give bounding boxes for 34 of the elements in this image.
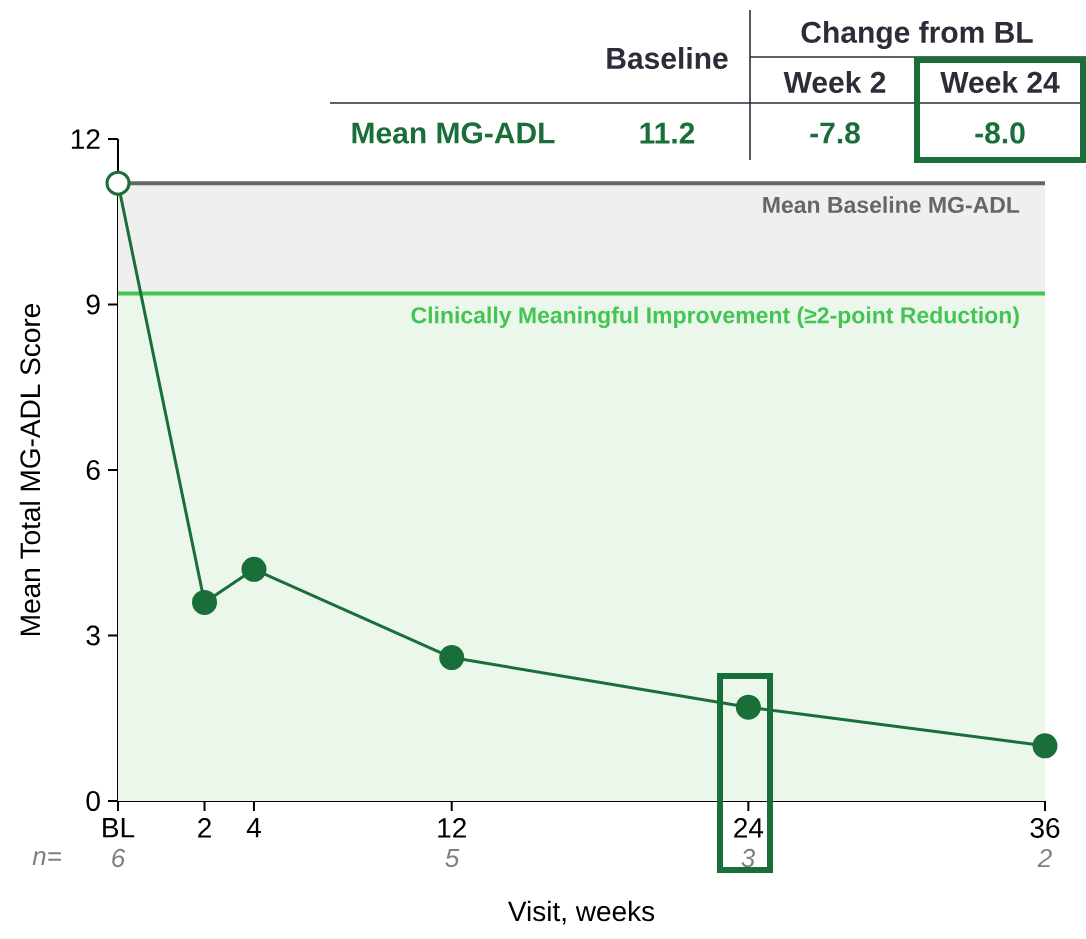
y-tick-label: 9 (86, 294, 100, 315)
x-tick-label: 4 (246, 818, 261, 838)
point (192, 589, 218, 615)
annotation: -7.8 (810, 122, 860, 144)
x-tick-label: 24 (734, 818, 764, 838)
x-axis-title: Visit, weeks (507, 900, 655, 925)
x-tick-label: BL (103, 818, 135, 838)
annotation: 11.2 (640, 122, 695, 144)
x-tick-label: 12 (438, 818, 466, 838)
y-axis-title: Mean Total MG-ADL Score (19, 304, 41, 635)
point (1032, 733, 1058, 759)
text: Week 2 (783, 70, 886, 93)
text: 6 (112, 848, 126, 868)
text: Week 24 (940, 70, 1060, 93)
y-tick-label: 12 (71, 129, 100, 149)
y-tick-label: 3 (86, 625, 100, 646)
point (735, 694, 761, 720)
point (439, 645, 465, 671)
text: Baseline (607, 46, 728, 69)
text: Change from BL (801, 20, 1033, 50)
text: 5 (445, 848, 460, 868)
ref-line-label: Clinically Meaningful Improvement (≥2-point Reduction) (411, 306, 1019, 329)
x-tick-label: 2 (198, 818, 211, 838)
point (105, 170, 131, 196)
text: 3 (741, 848, 756, 868)
x-tick-label: 36 (1030, 818, 1060, 838)
ref-line-label: Mean Baseline MG-ADL (763, 196, 1020, 214)
y-tick-label: 6 (86, 460, 100, 480)
text: n= (32, 851, 61, 865)
annotation: Mean MG-ADL (352, 122, 555, 144)
y-tick-label: 0 (86, 791, 100, 811)
text: 2 (1037, 848, 1052, 868)
annotation: -8.0 (975, 122, 1025, 144)
point (241, 556, 267, 582)
